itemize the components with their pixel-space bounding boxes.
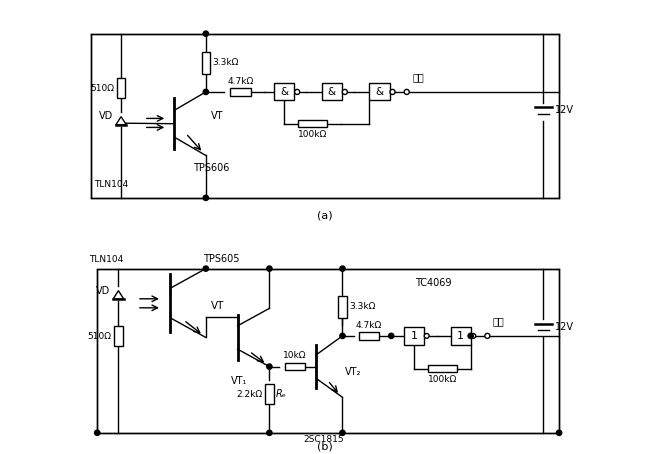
Circle shape bbox=[485, 333, 490, 338]
Text: 100kΩ: 100kΩ bbox=[428, 375, 457, 384]
Bar bbox=[450, 327, 471, 345]
Text: 2SC1815: 2SC1815 bbox=[304, 435, 344, 444]
Bar bbox=[229, 88, 251, 96]
Bar bbox=[117, 78, 125, 98]
Text: VT: VT bbox=[211, 111, 224, 121]
Bar bbox=[91, 34, 559, 198]
Text: VT₁: VT₁ bbox=[231, 375, 248, 385]
Bar bbox=[274, 84, 294, 100]
Text: &: & bbox=[376, 87, 384, 97]
Text: 输出: 输出 bbox=[493, 316, 504, 326]
Circle shape bbox=[340, 266, 345, 271]
Bar bbox=[322, 84, 342, 100]
Text: TLN104: TLN104 bbox=[89, 255, 124, 264]
Text: TLN104: TLN104 bbox=[94, 180, 128, 189]
Circle shape bbox=[266, 364, 272, 369]
Text: VT₂: VT₂ bbox=[345, 367, 361, 377]
Polygon shape bbox=[116, 117, 126, 125]
Bar bbox=[114, 326, 123, 346]
Circle shape bbox=[294, 89, 300, 94]
Text: TPS605: TPS605 bbox=[203, 254, 240, 264]
Bar bbox=[202, 52, 210, 74]
Text: 510Ω: 510Ω bbox=[88, 332, 112, 341]
Circle shape bbox=[424, 334, 429, 338]
Circle shape bbox=[266, 430, 272, 435]
Circle shape bbox=[389, 333, 394, 339]
Text: 3.3kΩ: 3.3kΩ bbox=[213, 58, 239, 67]
Bar bbox=[265, 384, 274, 404]
Text: 10kΩ: 10kΩ bbox=[283, 351, 307, 360]
Text: 1: 1 bbox=[411, 331, 417, 341]
Circle shape bbox=[203, 89, 209, 94]
Text: 100kΩ: 100kΩ bbox=[298, 130, 328, 139]
Text: TC4069: TC4069 bbox=[415, 278, 452, 288]
Text: 输出: 输出 bbox=[412, 72, 424, 83]
Text: &: & bbox=[280, 87, 289, 97]
Circle shape bbox=[203, 195, 209, 201]
Text: 2.2kΩ: 2.2kΩ bbox=[237, 390, 263, 399]
Bar bbox=[404, 327, 424, 345]
Text: 12V: 12V bbox=[555, 105, 574, 115]
Text: (b): (b) bbox=[317, 442, 333, 452]
Text: 4.7kΩ: 4.7kΩ bbox=[356, 321, 382, 330]
Text: VD: VD bbox=[99, 111, 113, 121]
Circle shape bbox=[203, 266, 209, 271]
Bar bbox=[359, 332, 379, 340]
Circle shape bbox=[340, 430, 345, 435]
Circle shape bbox=[266, 266, 272, 271]
Text: 3.3kΩ: 3.3kΩ bbox=[349, 302, 376, 311]
Text: 12V: 12V bbox=[555, 322, 574, 332]
Text: &: & bbox=[328, 87, 336, 97]
Bar bbox=[298, 120, 328, 128]
Circle shape bbox=[468, 333, 473, 339]
Text: 4.7kΩ: 4.7kΩ bbox=[227, 77, 254, 85]
Bar bbox=[369, 84, 389, 100]
Text: 1: 1 bbox=[457, 331, 464, 341]
Text: 510Ω: 510Ω bbox=[90, 84, 114, 93]
Circle shape bbox=[340, 333, 345, 339]
Bar bbox=[285, 363, 305, 370]
Bar bbox=[428, 365, 457, 372]
Circle shape bbox=[404, 89, 410, 94]
Text: VD: VD bbox=[96, 286, 110, 296]
Circle shape bbox=[343, 89, 347, 94]
Circle shape bbox=[203, 31, 209, 36]
Circle shape bbox=[390, 89, 395, 94]
Circle shape bbox=[95, 430, 100, 435]
Text: Rₑ: Rₑ bbox=[276, 389, 287, 399]
Bar bbox=[98, 269, 559, 433]
Text: TPS606: TPS606 bbox=[192, 163, 229, 173]
Bar bbox=[338, 296, 346, 318]
Text: (a): (a) bbox=[317, 210, 333, 220]
Polygon shape bbox=[113, 291, 124, 299]
Circle shape bbox=[556, 430, 562, 435]
Text: VT: VT bbox=[211, 301, 224, 311]
Circle shape bbox=[471, 334, 476, 338]
